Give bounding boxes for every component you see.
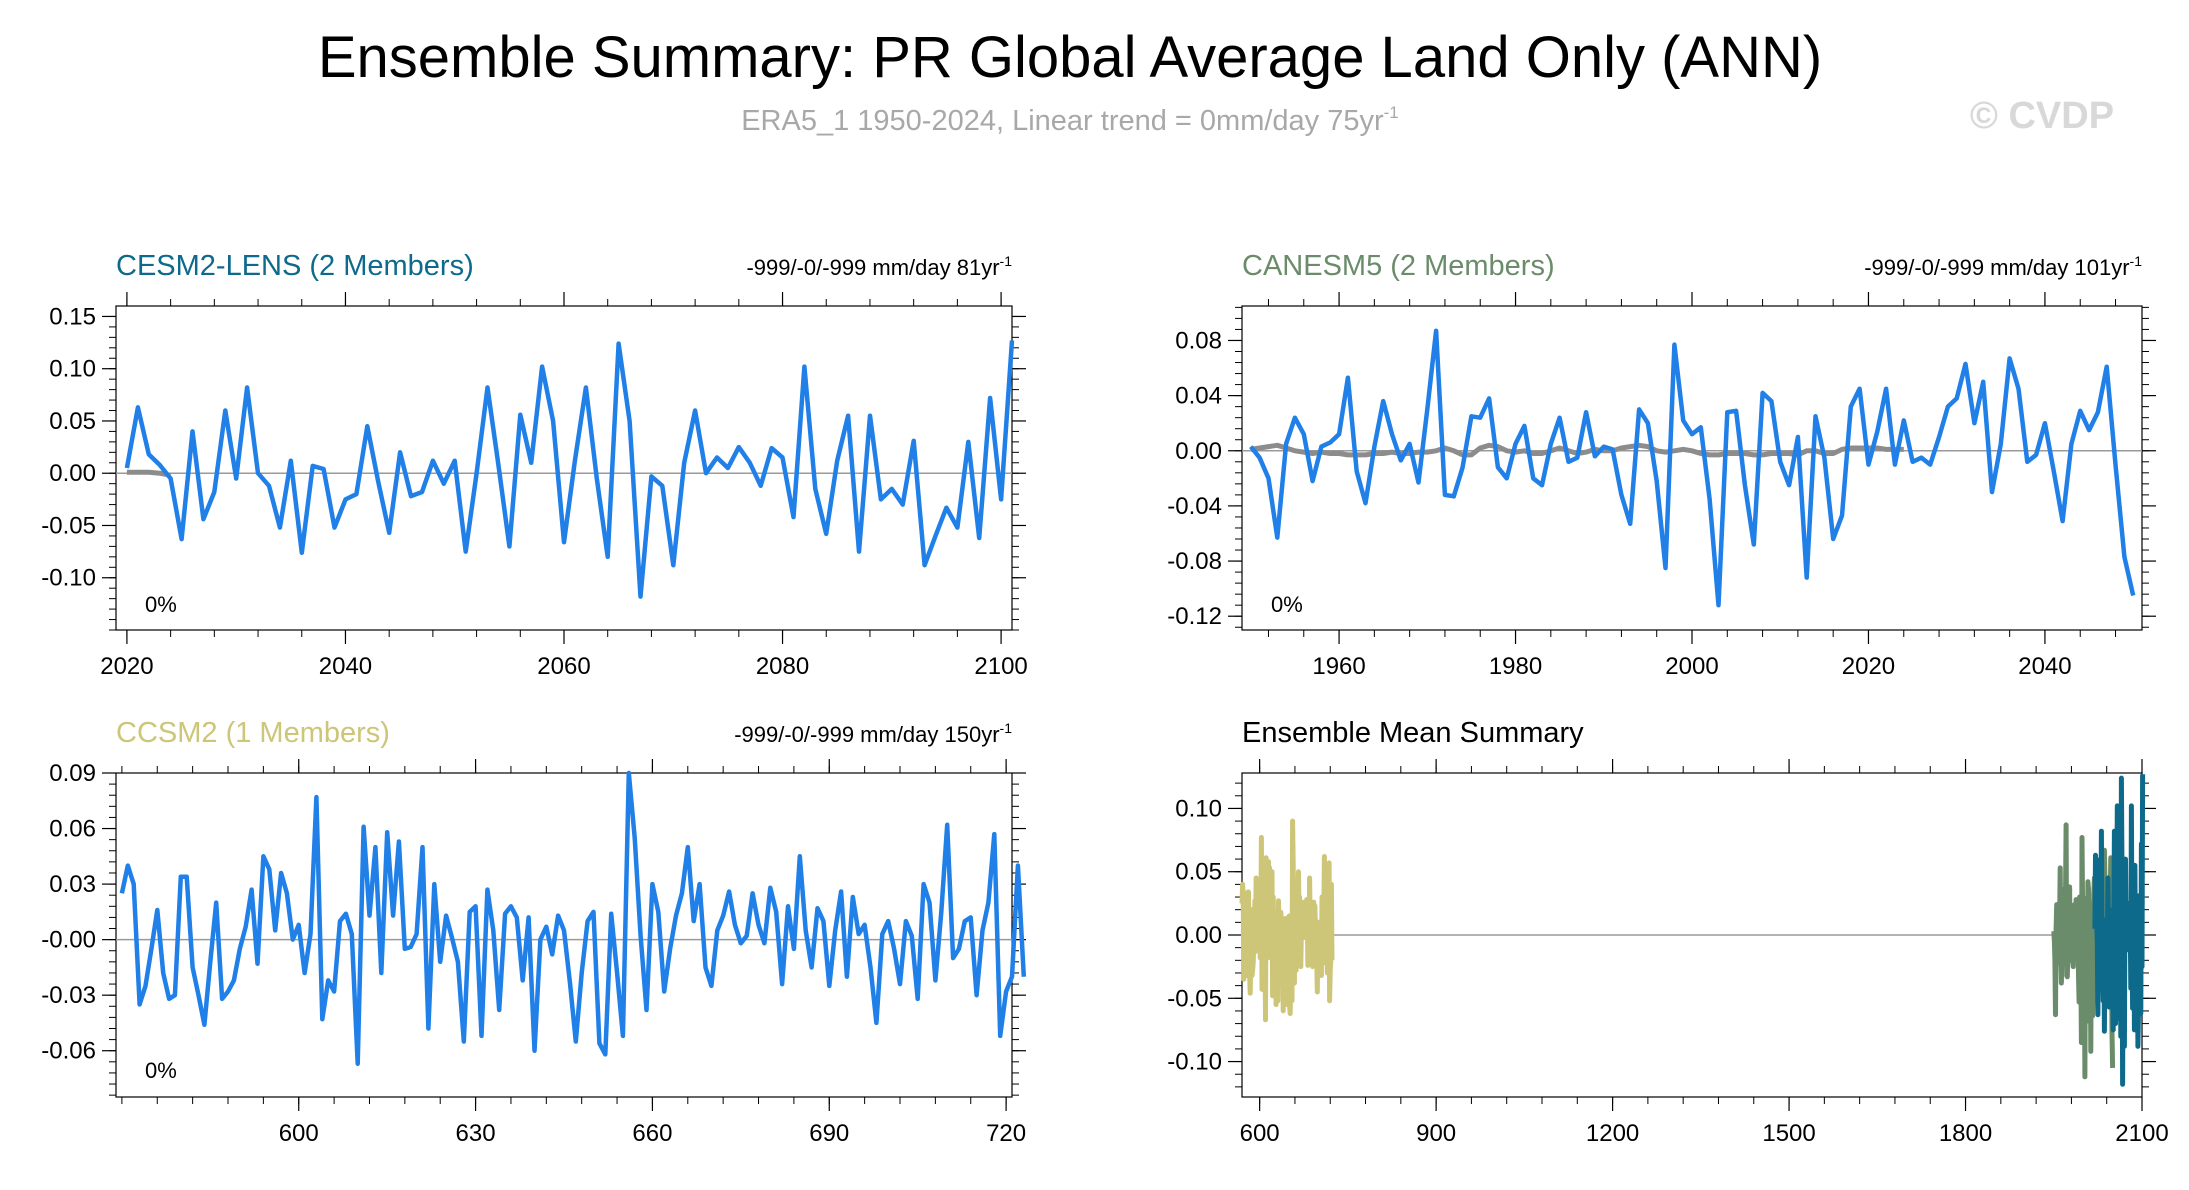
y-tick-label: -0.05 <box>41 512 96 539</box>
panel-canesm5-percent: 0% <box>1271 592 1303 617</box>
y-tick-label: 0.10 <box>49 356 96 383</box>
member-series-line <box>1249 328 2136 608</box>
y-tick-label: 0.00 <box>1175 438 1222 465</box>
cvdp-watermark: © CVDP <box>1970 95 2114 137</box>
y-tick-label: 0.05 <box>49 408 96 435</box>
x-tick-label: 900 <box>1416 1120 1456 1147</box>
panel-cesm2-lens-plot: 2020 2040 2060 2080 2100 -0.10 -0.05 0.00 0.05 0.… <box>41 292 1028 680</box>
panel-ccsm2-trend-exponent: -1 <box>1000 720 1013 736</box>
observed-series-line <box>126 469 172 478</box>
x-tick-label: 600 <box>1240 1120 1280 1147</box>
y-tick-label: -0.06 <box>41 1038 96 1065</box>
panel-canesm5-trend-text: -999/-0/-999 mm/day 101yr <box>1864 255 2129 280</box>
x-tick-label: 1200 <box>1586 1120 1639 1147</box>
x-tick-label: 1800 <box>1939 1120 1992 1147</box>
panel-ensemble-mean-plot: 600 900 1200 1500 1800 2100 -0.10 -0.05 0.00 0.05… <box>1167 759 2169 1147</box>
panel-ccsm2-trend-text: -999/-0/-999 mm/day 150yr <box>734 722 999 747</box>
figure-subtitle: ERA5_1 1950-2024, Linear trend = 0mm/day… <box>741 103 1399 137</box>
panel-ccsm2-trend: -999/-0/-999 mm/day 150yr-1 <box>734 720 1012 747</box>
panel-cesm2-lens-percent: 0% <box>145 592 177 617</box>
x-tick-label: 2000 <box>1665 653 1718 680</box>
figure-title: Ensemble Summary: PR Global Average Land… <box>318 25 1822 90</box>
x-tick-label: 2040 <box>319 653 372 680</box>
y-tick-label: 0.00 <box>49 460 96 487</box>
panel-ccsm2: CCSM2 (1 Members) -999/-0/-999 mm/day 15… <box>41 717 1026 1147</box>
y-tick-label: -0.03 <box>41 982 96 1009</box>
x-tick-label: 2040 <box>2018 653 2071 680</box>
panel-cesm2-lens-trend-exponent: -1 <box>1000 253 1013 269</box>
x-tick-label: 2100 <box>974 653 1027 680</box>
x-tick-label: 630 <box>456 1120 496 1147</box>
x-tick-label: 600 <box>279 1120 319 1147</box>
y-tick-label: 0.06 <box>49 816 96 843</box>
cesm2-lens-overlay-line <box>2092 774 2146 1087</box>
y-tick-label: 0.05 <box>1175 859 1222 886</box>
panel-cesm2-lens: CESM2-LENS (2 Members) -999/-0/-999 mm/d… <box>41 250 1027 680</box>
member-series-line <box>124 340 1015 599</box>
x-tick-label: 1500 <box>1762 1120 1815 1147</box>
panel-canesm5-trend: -999/-0/-999 mm/day 101yr-1 <box>1864 253 2142 280</box>
y-tick-label: 0.03 <box>49 871 96 898</box>
panel-ccsm2-percent: 0% <box>145 1058 177 1083</box>
y-tick-label: -0.08 <box>1167 548 1222 575</box>
plot-frame <box>1241 305 2143 631</box>
ccsm2-overlay-line <box>1239 818 1335 1023</box>
figure-subtitle-exponent: -1 <box>1384 103 1399 122</box>
panel-cesm2-lens-title: CESM2-LENS (2 Members) <box>116 250 474 282</box>
y-tick-label: 0.15 <box>49 303 96 330</box>
x-tick-label: 2100 <box>2115 1120 2168 1147</box>
x-tick-label: 2080 <box>756 653 809 680</box>
x-tick-label: 660 <box>632 1120 672 1147</box>
y-tick-label: -0.10 <box>1167 1049 1222 1076</box>
panel-ccsm2-plot: 600 630 660 690 720 -0.06 -0.03 -0.00 0.03 0.06 0.… <box>41 759 1026 1147</box>
x-tick-label: 720 <box>986 1120 1026 1147</box>
x-tick-label: 1960 <box>1312 653 1365 680</box>
panel-ccsm2-title: CCSM2 (1 Members) <box>116 717 390 749</box>
x-tick-label: 690 <box>809 1120 849 1147</box>
figure-subtitle-text: ERA5_1 1950-2024, Linear trend = 0mm/day… <box>741 105 1384 137</box>
panel-canesm5-title: CANESM5 (2 Members) <box>1242 250 1555 282</box>
y-tick-label: -0.12 <box>1167 603 1222 630</box>
x-tick-label: 1980 <box>1489 653 1542 680</box>
y-tick-label: 0.04 <box>1175 383 1222 410</box>
panel-ensemble-mean-title: Ensemble Mean Summary <box>1242 717 1584 749</box>
panel-canesm5: CANESM5 (2 Members) -999/-0/-999 mm/day … <box>1167 250 2156 680</box>
panel-cesm2-lens-trend: -999/-0/-999 mm/day 81yr-1 <box>746 253 1012 280</box>
y-tick-label: 0.08 <box>1175 327 1222 354</box>
x-tick-label: 2060 <box>537 653 590 680</box>
x-tick-label: 2020 <box>1842 653 1895 680</box>
y-tick-label: 0.09 <box>49 760 96 787</box>
member-series-line <box>119 770 1027 1066</box>
panel-canesm5-plot: 1960 1980 2000 2020 2040 -0.12 -0.08 -0.04 0.00 0… <box>1167 292 2156 680</box>
panel-cesm2-lens-trend-text: -999/-0/-999 mm/day 81yr <box>746 255 999 280</box>
panel-canesm5-trend-exponent: -1 <box>2130 253 2143 269</box>
x-tick-label: 2020 <box>100 653 153 680</box>
y-tick-label: 0.00 <box>1175 922 1222 949</box>
y-tick-label: 0.10 <box>1175 795 1222 822</box>
y-tick-label: -0.00 <box>41 927 96 954</box>
y-tick-label: -0.04 <box>1167 493 1222 520</box>
y-tick-label: -0.10 <box>41 565 96 592</box>
y-tick-label: -0.05 <box>1167 985 1222 1012</box>
panel-ensemble-mean: Ensemble Mean Summary 600 900 1200 1500 1800… <box>1167 717 2168 1147</box>
